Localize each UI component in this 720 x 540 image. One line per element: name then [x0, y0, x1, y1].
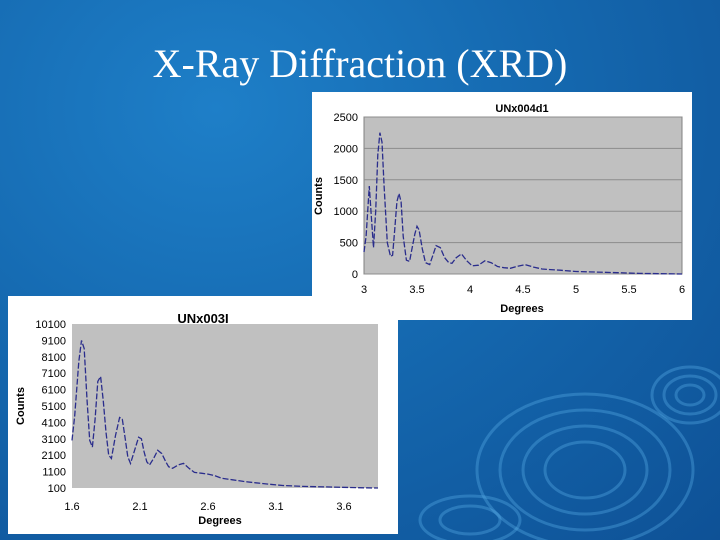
y-tick-label: 9100: [42, 335, 66, 347]
x-axis-label: Degrees: [500, 303, 543, 315]
y-tick-label: 2000: [334, 143, 358, 155]
xrd-chart-unx004d1: 0 500 1000 1500 2000 2500 3 3.5 4 4.5 5 5.5 6 UNx00…: [312, 92, 692, 320]
y-axis-label: Counts: [313, 177, 325, 215]
x-tick-label: 2.1: [132, 501, 147, 513]
y-tick-label: 5100: [42, 401, 66, 413]
plot-area: [363, 116, 683, 275]
gridlines: [364, 116, 682, 275]
x-tick-label: 2.6: [200, 501, 215, 513]
x-tick-label: 3.1: [268, 501, 283, 513]
x-tick-labels: 1.6 2.1 2.6 3.1 3.6: [64, 501, 351, 513]
y-tick-label: 1500: [334, 175, 358, 187]
y-tick-label: 1000: [334, 206, 358, 218]
slide-title: X-Ray Diffraction (XRD): [152, 41, 568, 86]
y-tick-label: 4100: [42, 417, 66, 429]
x-tick-label: 5: [573, 284, 579, 296]
plot-area: [72, 324, 378, 488]
y-tick-labels: 100 1100 2100 3100 4100 5100 6100 7100 8100 9100 1…: [35, 319, 66, 495]
diffraction-curve-series: [363, 132, 683, 275]
chart-svg-unx003i: 100 1100 2100 3100 4100 5100 6100 7100 8100 9100 1…: [15, 311, 379, 527]
x-tick-label: 5.5: [621, 284, 636, 296]
diffraction-curve-series: [71, 340, 379, 489]
x-tick-label: 4.5: [515, 284, 530, 296]
chart-title: UNx004d1: [495, 103, 548, 115]
xrd-chart-unx003i: 100 1100 2100 3100 4100 5100 6100 7100 8100 9100 1…: [8, 296, 398, 534]
y-tick-label: 2500: [334, 112, 358, 124]
y-tick-label: 100: [48, 483, 66, 495]
y-tick-label: 2100: [42, 450, 66, 462]
y-tick-label: 8100: [42, 352, 66, 364]
y-tick-label: 10100: [35, 319, 66, 331]
x-tick-label: 3.5: [409, 284, 424, 296]
chart-svg-unx004d1: 0 500 1000 1500 2000 2500 3 3.5 4 4.5 5 5.5 6 UNx00…: [313, 103, 685, 315]
x-tick-label: 1.6: [64, 501, 79, 513]
y-tick-label: 0: [352, 269, 358, 281]
y-tick-label: 6100: [42, 385, 66, 397]
y-tick-label: 500: [340, 238, 358, 250]
x-tick-label: 4: [467, 284, 473, 296]
x-axis-label: Degrees: [198, 515, 241, 527]
y-axis-label: Counts: [15, 387, 27, 425]
x-tick-label: 3: [361, 284, 367, 296]
chart-title: UNx003I: [177, 311, 228, 326]
x-tick-labels: 3 3.5 4 4.5 5 5.5 6: [361, 284, 685, 296]
x-tick-label: 3.6: [336, 501, 351, 513]
y-tick-label: 1100: [42, 467, 66, 479]
y-tick-label: 3100: [42, 434, 66, 446]
y-tick-label: 7100: [42, 368, 66, 380]
y-tick-labels: 0 500 1000 1500 2000 2500: [334, 112, 358, 281]
x-tick-label: 6: [679, 284, 685, 296]
